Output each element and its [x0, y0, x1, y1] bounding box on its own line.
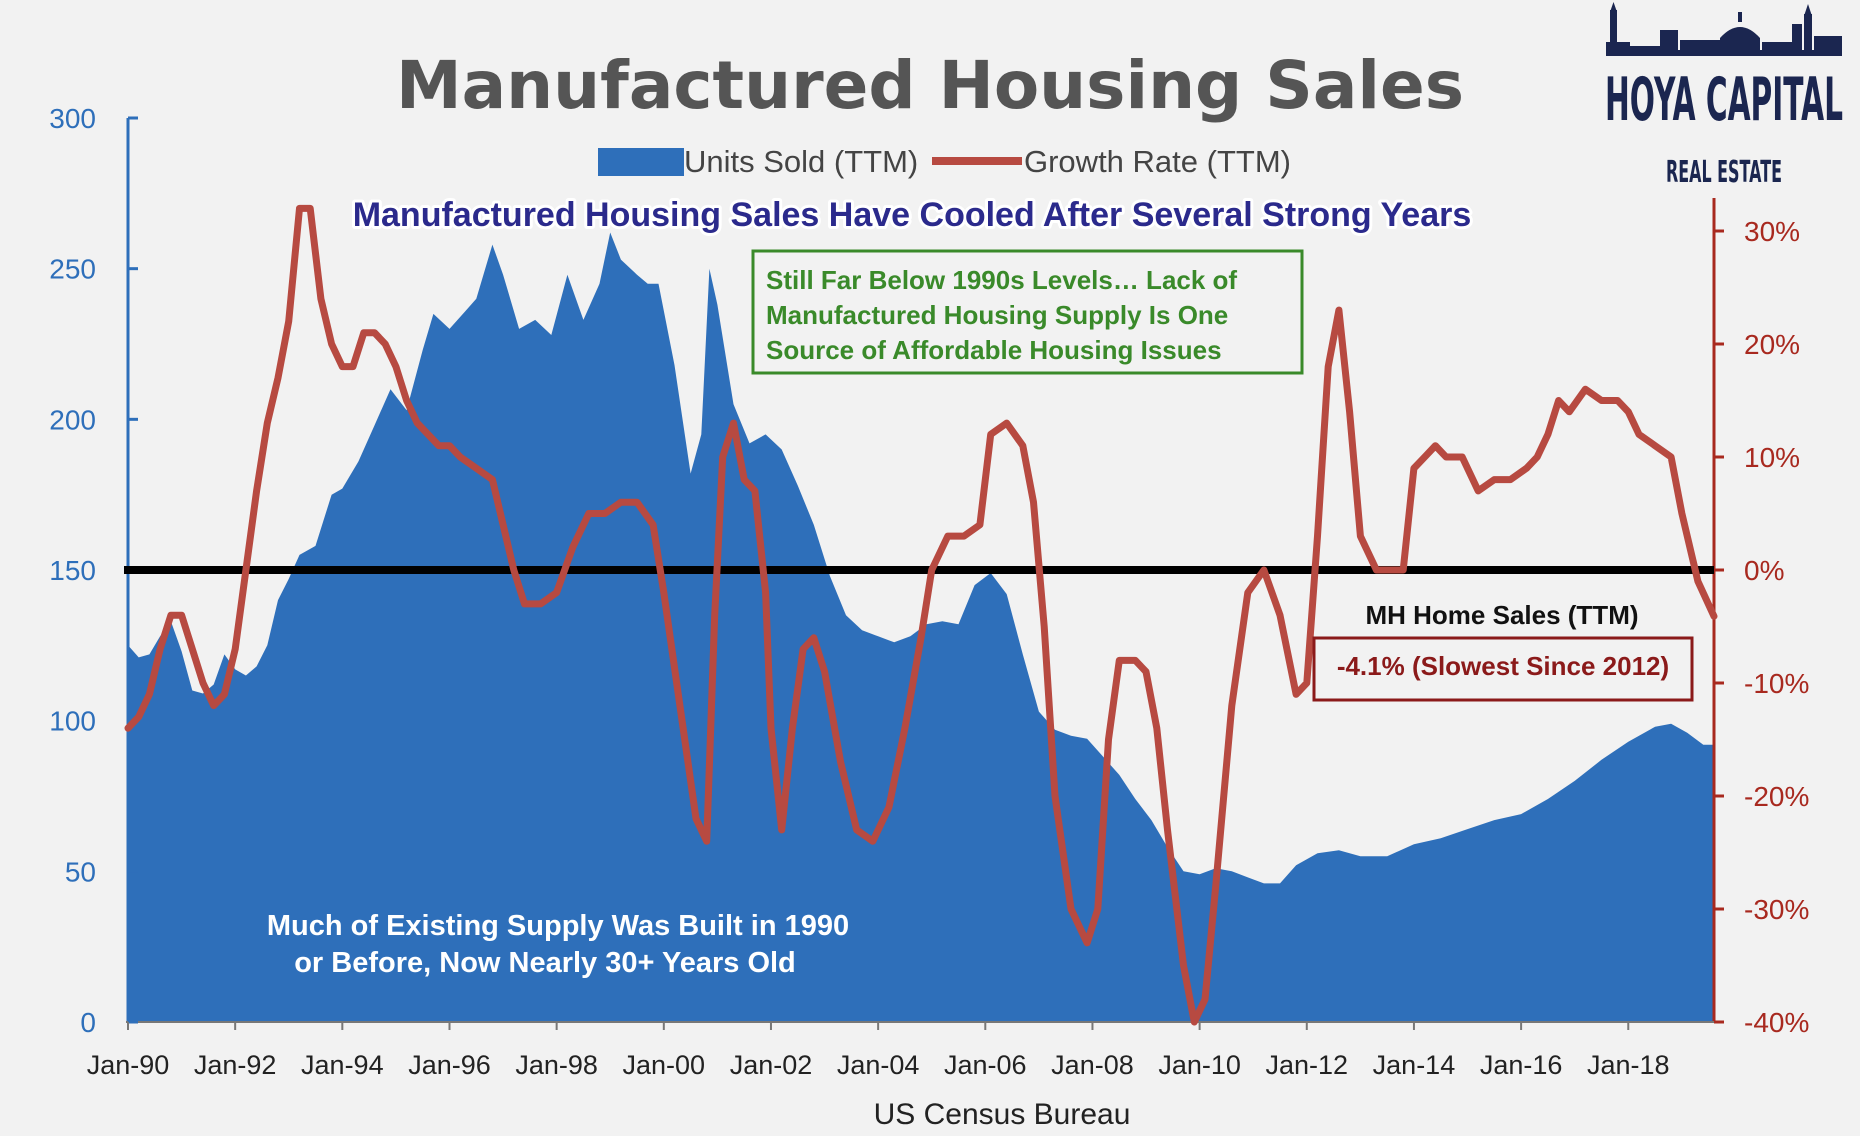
x-tick-label: Jan-02 — [730, 1050, 813, 1080]
x-tick-label: Jan-98 — [515, 1050, 598, 1080]
supply-annotation-line-3: Source of Affordable Housing Issues — [766, 335, 1222, 365]
legend: Units Sold (TTM) Growth Rate (TTM) — [598, 144, 1291, 179]
right-tick-label: -10% — [1744, 668, 1809, 699]
chart-title: Manufactured Housing Sales — [396, 47, 1464, 124]
x-tick-label: Jan-14 — [1373, 1050, 1456, 1080]
mh-sales-callout: MH Home Sales (TTM) -4.1% (Slowest Since… — [1312, 600, 1694, 702]
left-tick-label: 250 — [49, 254, 96, 285]
legend-label-units-sold: Units Sold (TTM) — [684, 144, 918, 179]
existing-supply-line-1: Much of Existing Supply Was Built in 199… — [267, 910, 849, 942]
legend-swatch-units-sold — [598, 148, 684, 176]
right-tick-label: -30% — [1744, 894, 1809, 925]
right-tick-label: -20% — [1744, 781, 1809, 812]
x-tick-label: Jan-00 — [623, 1050, 706, 1080]
growth-rate-line-layer — [124, 204, 1718, 1026]
headline: Manufactured Housing Sales Have Cooled A… — [353, 196, 1472, 234]
x-tick-label: Jan-92 — [194, 1050, 277, 1080]
x-tick-label: Jan-96 — [408, 1050, 491, 1080]
left-tick-label: 200 — [49, 404, 96, 435]
source-label: US Census Bureau — [874, 1098, 1131, 1131]
legend-swatch-growth-rate — [932, 157, 1022, 165]
left-tick-label: 150 — [49, 555, 96, 586]
growth-rate-line — [124, 204, 1718, 1026]
units-sold-area — [128, 232, 1714, 1022]
callout-value: -4.1% (Slowest Since 2012) — [1337, 651, 1669, 681]
tick-labels: 0 50 100 150 200 250 300 -40% -30% -20% -10% 0% 10% 2… — [49, 103, 1809, 1080]
supply-annotation-line-2: Manufactured Housing Supply Is One — [766, 300, 1228, 330]
logo-line-2: REAL ESTATE — [1666, 155, 1782, 190]
left-tick-label: 0 — [80, 1007, 96, 1038]
x-tick-label: Jan-04 — [837, 1050, 920, 1080]
right-tick-label: 30% — [1744, 216, 1800, 247]
x-tick-label: Jan-18 — [1587, 1050, 1670, 1080]
x-tick-label: Jan-08 — [1051, 1050, 1134, 1080]
x-tick-label: Jan-10 — [1158, 1050, 1241, 1080]
existing-supply-annotation: Much of Existing Supply Was Built in 199… — [267, 910, 849, 979]
right-tick-label: 20% — [1744, 329, 1800, 360]
skyline-icon — [1606, 2, 1842, 56]
supply-annotation-box — [751, 249, 1304, 375]
callout-title: MH Home Sales (TTM) — [1365, 600, 1638, 630]
left-tick-label: 50 — [65, 856, 96, 887]
x-tick-label: Jan-94 — [301, 1050, 384, 1080]
right-tick-label: -40% — [1744, 1007, 1809, 1038]
units-sold-area-layer — [128, 232, 1714, 1022]
callout-box — [1312, 636, 1694, 702]
supply-annotation: Still Far Below 1990s Levels… Lack of Ma… — [751, 249, 1304, 375]
legend-label-growth-rate: Growth Rate (TTM) — [1024, 144, 1291, 179]
hoya-capital-logo: HOYA CAPITAL REAL ESTATE — [1605, 2, 1843, 190]
left-tick-label: 100 — [49, 706, 96, 737]
x-tick-label: Jan-12 — [1266, 1050, 1349, 1080]
existing-supply-line-2: or Before, Now Nearly 30+ Years Old — [294, 947, 796, 979]
supply-annotation-line-1: Still Far Below 1990s Levels… Lack of — [766, 265, 1237, 295]
right-tick-label: 10% — [1744, 442, 1800, 473]
logo-line-1: HOYA CAPITAL — [1605, 65, 1843, 135]
x-tick-label: Jan-90 — [87, 1050, 170, 1080]
right-tick-label: 0% — [1744, 555, 1784, 586]
left-tick-label: 300 — [49, 103, 96, 134]
x-tick-label: Jan-06 — [944, 1050, 1027, 1080]
x-tick-label: Jan-16 — [1480, 1050, 1563, 1080]
